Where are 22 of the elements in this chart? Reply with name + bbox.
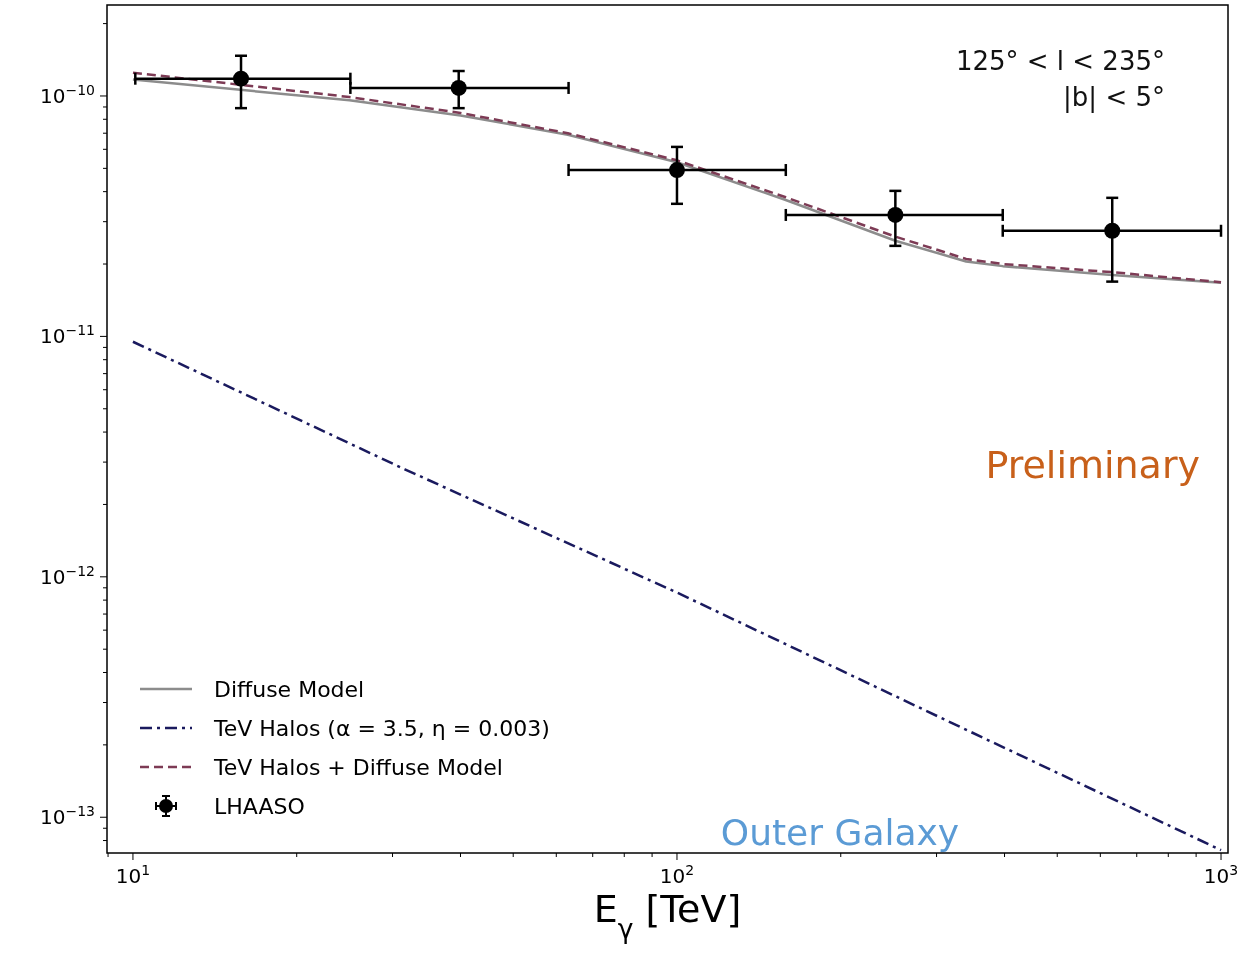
point	[1104, 222, 1121, 239]
line-series	[131, 340, 1223, 852]
x-tick-label: 10$^{2}$	[659, 862, 695, 888]
y-tick-label: 10$^{−11}$	[40, 322, 95, 349]
point	[233, 70, 250, 87]
legend-label: TeV Halos (α = 3.5, η = 0.003)	[213, 716, 550, 741]
annotation: Outer Galaxy	[720, 812, 960, 853]
y-tick-label: 10$^{−13}$	[40, 803, 95, 830]
legend-label: LHAASO	[214, 794, 305, 819]
y-tick-label: 10$^{−12}$	[40, 562, 95, 589]
x-axis-title: E$_{γ}$ [TeV]	[593, 887, 742, 944]
x-tick-label: 10$^{1}$	[115, 862, 151, 888]
annotation: |b| < 5°	[1063, 82, 1165, 113]
legend-label: TeV Halos + Diffuse Model	[213, 755, 503, 780]
point	[887, 206, 904, 223]
annotation: 125° < l < 235°	[955, 46, 1165, 76]
point	[450, 79, 467, 96]
legend-label: Diffuse Model	[214, 677, 365, 702]
point	[668, 162, 685, 179]
y-tick-label: 10$^{−10}$	[40, 81, 95, 108]
x-tick-label: 10$^{3}$	[1203, 862, 1239, 888]
annotation: Preliminary	[985, 443, 1200, 487]
